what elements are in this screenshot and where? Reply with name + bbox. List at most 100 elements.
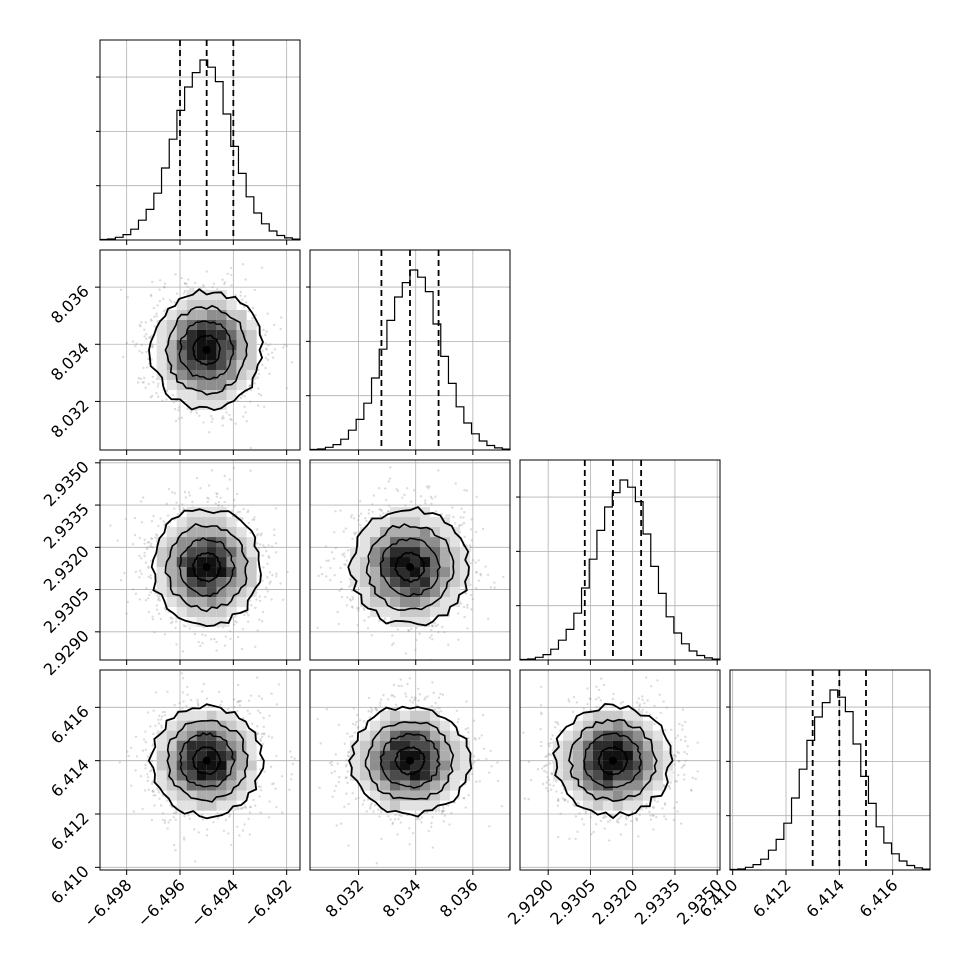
scatter-point [236, 701, 239, 704]
scatter-point [185, 282, 188, 285]
scatter-point [226, 707, 230, 711]
scatter-point [170, 300, 173, 303]
scatter-point [434, 708, 437, 711]
density-cell [350, 577, 360, 588]
scatter-point [259, 711, 262, 714]
density-cell [450, 740, 460, 751]
scatter-point [261, 742, 265, 746]
density-cell [450, 567, 460, 578]
density-cell [440, 790, 450, 801]
scatter-point [205, 834, 209, 837]
scatter-point [432, 691, 435, 695]
scatter-point [567, 698, 570, 701]
density-cell [196, 710, 207, 721]
scatter-point [178, 701, 181, 705]
scatter-point [163, 286, 166, 289]
scatter-point [109, 524, 112, 527]
density-cell [602, 710, 613, 721]
scatter-point [691, 776, 694, 779]
density-cell [206, 340, 217, 350]
scatter-point [380, 509, 383, 512]
scatter-point [388, 477, 392, 480]
density-cell [186, 547, 197, 558]
scatter-point [466, 727, 470, 730]
scatter-point [144, 767, 147, 770]
scatter-point [363, 619, 366, 622]
scatter-point [229, 630, 232, 633]
density-cell [166, 370, 177, 380]
histogram-step-1 [309, 269, 511, 451]
scatter-point [220, 417, 224, 420]
density-cell [572, 720, 583, 731]
scatter-point [496, 779, 500, 783]
scatter-point [359, 500, 362, 503]
scatter-point [536, 768, 540, 771]
scatter-point [156, 534, 159, 537]
scatter-point [645, 807, 648, 810]
scatter-point [663, 815, 666, 818]
scatter-point [454, 482, 457, 485]
density-cell [400, 537, 410, 548]
density-cell [400, 790, 410, 801]
scatter-point [477, 579, 481, 582]
density-cell [350, 740, 360, 751]
density-cell [430, 780, 440, 791]
scatter-point [630, 810, 633, 814]
scatter-point [347, 844, 350, 847]
hist-panel-2 [516, 459, 721, 665]
scatter-point [159, 279, 162, 282]
density-cell [642, 790, 653, 801]
scatter-point [145, 587, 148, 590]
contour-line [166, 719, 249, 803]
scatter-point [164, 229, 166, 231]
scatter-point [334, 753, 337, 756]
density-cell [246, 730, 257, 741]
density-cell [226, 710, 237, 721]
density-cell [602, 720, 613, 731]
scatter-point [238, 704, 241, 707]
scatter-point [539, 728, 542, 731]
density-cell [380, 780, 390, 791]
scatter-point [463, 488, 466, 492]
density-cell [370, 517, 380, 528]
scatter-point [437, 469, 440, 472]
scatter-point [342, 530, 345, 533]
density-cell [642, 780, 653, 791]
scatter-point [264, 366, 267, 370]
density-cell [236, 360, 247, 370]
scatter-point [155, 604, 159, 607]
scatter-point [434, 510, 438, 513]
scatter-point [147, 357, 150, 361]
density-cell [176, 790, 187, 801]
density-cell [166, 740, 177, 751]
scatter-point [588, 697, 591, 700]
scatter-point [262, 566, 265, 569]
density-cell [380, 527, 390, 538]
density-cell [236, 597, 247, 608]
scatter-point [618, 817, 621, 820]
density-cell [216, 390, 227, 400]
density-cell [196, 750, 207, 761]
scatter-point [274, 551, 278, 554]
density-cell [156, 330, 167, 340]
density-cell [196, 790, 207, 801]
density-cell [420, 507, 430, 518]
scatter-point [390, 643, 394, 646]
density-cell [400, 760, 410, 771]
scatter-point [230, 273, 233, 277]
density-cell [562, 770, 573, 781]
scatter-point [143, 542, 146, 545]
scatter-point [379, 508, 383, 511]
scatter-point [160, 715, 164, 718]
density-cell [400, 720, 410, 731]
hist-panel-3: 6.410 6.412 6.414 6.416 [696, 669, 931, 921]
scatter-point [485, 757, 488, 761]
scatter-point [442, 820, 445, 823]
contour-line [178, 537, 236, 598]
scatter-point [408, 827, 411, 830]
density-cell [400, 557, 410, 568]
scatter-point [248, 806, 252, 809]
density-cell [380, 597, 390, 608]
density-cell [156, 577, 167, 588]
scatter-point [210, 420, 213, 423]
